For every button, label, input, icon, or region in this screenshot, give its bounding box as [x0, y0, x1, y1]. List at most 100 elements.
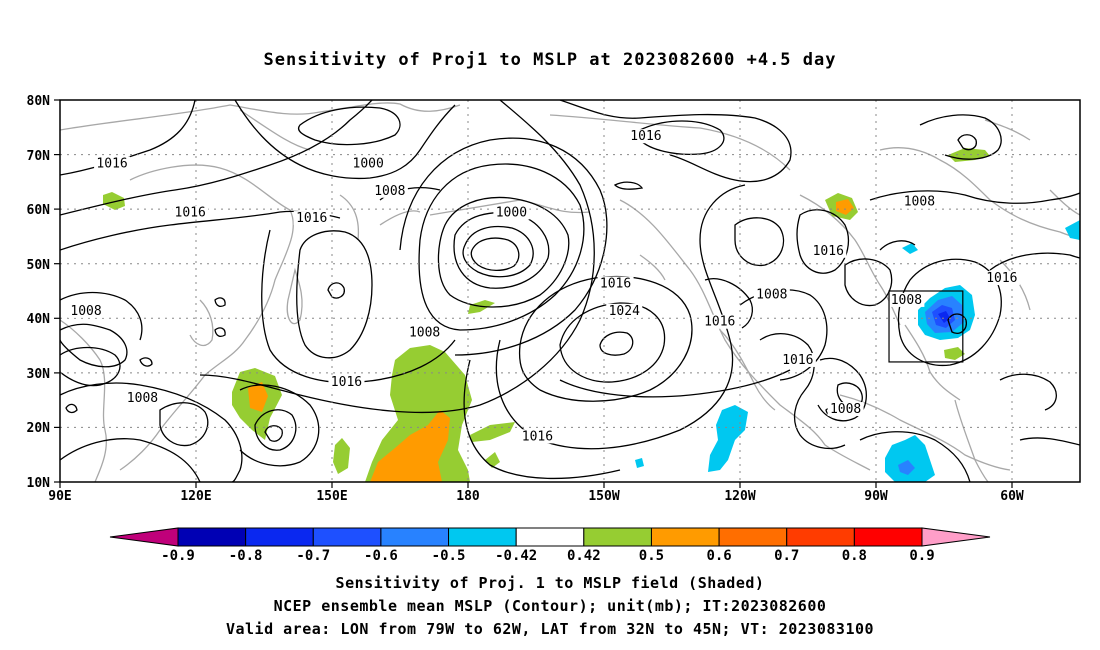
colorbar-tick-label: 0.7	[774, 548, 799, 564]
shade-negative-0-5	[635, 458, 644, 468]
lon-label: 120E	[180, 489, 211, 504]
contour-label: 1008	[374, 184, 405, 199]
colorbar-tick-label: 0.5	[639, 548, 664, 564]
lon-label: 90E	[48, 489, 71, 504]
contour-label: 1008	[409, 326, 440, 341]
contour-label: 1000	[353, 156, 384, 171]
contour-label-bg	[701, 314, 738, 329]
shade-positive-0-5	[333, 438, 350, 474]
contour-label-bg	[172, 205, 209, 220]
lat-axis-labels: 80N 70N 60N 50N 40N 30N 20N 10N	[27, 94, 51, 491]
colorbar-tick-label: -0.42	[495, 548, 537, 564]
contour-label: 1008	[756, 287, 787, 302]
contour-label-bg	[779, 352, 816, 367]
graticule	[60, 100, 1080, 482]
colorbar-tick-label: -0.6	[364, 548, 398, 564]
colorbar: -0.9 -0.8 -0.7 -0.6 -0.5 -0.42 0.42 0.5 0.6 0.7 0.…	[109, 527, 991, 564]
contour-label-bg	[68, 303, 105, 318]
lat-label: 20N	[27, 421, 51, 436]
contour-label: 1016	[630, 129, 661, 144]
lon-label: 180	[456, 489, 480, 504]
lon-label: 60W	[1000, 489, 1024, 504]
contour-label: 1016	[175, 206, 206, 221]
contour-label-bg	[888, 292, 925, 307]
shade-negative-0-5	[902, 243, 918, 254]
shade-negative-0-5	[885, 435, 935, 482]
contour-label-bg	[124, 391, 161, 406]
contour-label: 1008	[830, 402, 861, 417]
contour-label-bg	[753, 287, 790, 302]
lat-label: 40N	[27, 312, 51, 327]
colorbar-tick-label: -0.8	[229, 548, 263, 564]
shade-positive-0-5	[365, 345, 472, 482]
lat-label: 70N	[27, 149, 51, 164]
shade-positive-0-5	[103, 192, 125, 210]
contour-label: 1016	[704, 315, 735, 330]
contour-label-bg	[983, 271, 1020, 286]
colorbar-segment	[853, 527, 923, 547]
shade-positive-0-6	[248, 382, 268, 412]
lat-label: 30N	[27, 367, 51, 382]
contour-label: 1000	[496, 206, 527, 221]
shade-negative-0-5	[1065, 220, 1080, 240]
contour-label-bg	[328, 374, 365, 389]
colorbar-high-extend	[921, 527, 991, 547]
map-title: Sensitivity of Proj1 to MSLP at 20230826…	[263, 50, 837, 70]
contour-label: 1024	[609, 304, 640, 319]
lat-label: 10N	[27, 476, 51, 491]
shaded-sensitivity	[103, 148, 1080, 482]
colorbar-segment	[786, 527, 855, 547]
colorbar-segment	[448, 527, 517, 547]
shade-positive-0-5	[470, 422, 515, 442]
contour-label-bg	[627, 129, 664, 144]
lon-label: 150W	[588, 489, 619, 504]
axis-ticks	[54, 99, 1013, 488]
colorbar-tick-label: 0.6	[706, 548, 731, 564]
contour-label: 1008	[70, 304, 101, 319]
valid-area-box	[888, 290, 964, 363]
colorbar-segment	[245, 527, 314, 547]
colorbar-tick-label: -0.7	[296, 548, 330, 564]
shade-positive-0-6	[370, 410, 450, 482]
contour-label-bg	[94, 156, 131, 171]
coastlines	[60, 102, 1080, 482]
contour-label: 1008	[891, 293, 922, 308]
shade-negative-0-6	[898, 460, 915, 475]
colorbar-segment	[583, 527, 652, 547]
contour-label-bg	[901, 194, 938, 209]
contour-label-bg	[406, 325, 443, 340]
contour-label-bg	[606, 303, 643, 318]
contour-label-bg	[827, 402, 864, 417]
colorbar-low-extend	[109, 527, 179, 547]
lon-axis-labels: 90E 120E 150E 180 150W 120W 90W 60W	[48, 489, 1024, 504]
contour-label: 1016	[782, 353, 813, 368]
colorbar-segment	[718, 527, 788, 547]
contour-label: 1016	[813, 244, 844, 259]
colorbar-tick-label: 0.42	[567, 548, 601, 564]
lon-label: 90W	[864, 489, 888, 504]
caption-line-3: Valid area: LON from 79W to 62W, LAT fro…	[225, 620, 875, 638]
colorbar-segment	[515, 527, 585, 547]
contour-label-bg	[493, 205, 530, 220]
lon-label: 120W	[724, 489, 755, 504]
contour-label: 1008	[127, 391, 158, 406]
colorbar-segment	[380, 527, 450, 547]
contour-label: 1016	[522, 429, 553, 444]
colorbar-segment	[312, 527, 382, 547]
colorbar-segment	[177, 527, 247, 547]
shade-negative-0-5	[708, 405, 748, 472]
shade-positive-0-6	[836, 199, 854, 215]
map-frame	[59, 99, 1081, 483]
mslp-contours	[60, 100, 1080, 482]
colorbar-tick-label: -0.9	[161, 548, 195, 564]
contour-label-bg	[519, 429, 556, 444]
caption-line-2: NCEP ensemble mean MSLP (Contour); unit(…	[273, 597, 827, 615]
contour-label-bg	[350, 156, 387, 171]
contour-label: 1016	[600, 277, 631, 292]
contour-label-bg	[597, 276, 634, 291]
colorbar-tick-label: 0.9	[909, 548, 934, 564]
shade-negative-0-8	[938, 311, 950, 323]
colorbar-tick-label: -0.5	[432, 548, 466, 564]
contour-label-bg	[293, 211, 330, 226]
